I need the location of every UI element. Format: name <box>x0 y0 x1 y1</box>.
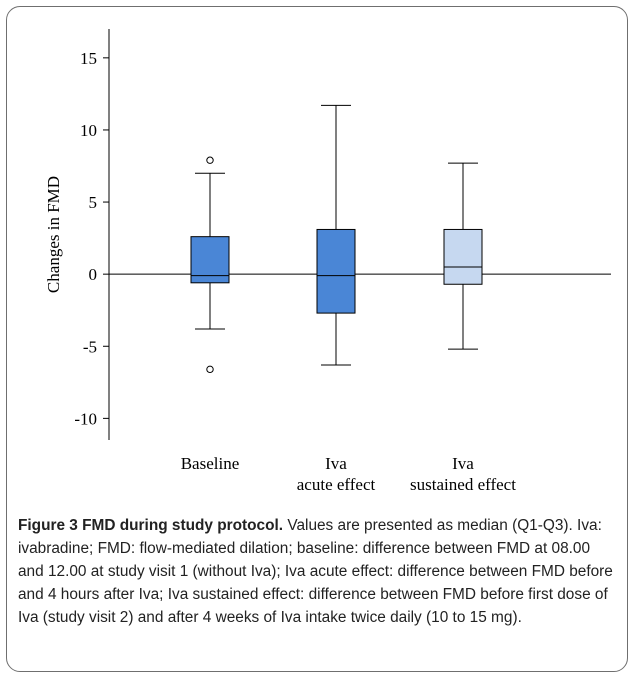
figure-caption: Figure 3 FMD during study protocol. Valu… <box>18 514 618 629</box>
caption-title: Figure 3 FMD during study protocol. <box>18 517 284 534</box>
y-tick-label: 5 <box>89 193 98 212</box>
iqr-box <box>443 228 483 285</box>
figure-frame <box>6 6 628 672</box>
axes <box>103 29 611 440</box>
boxes <box>190 104 483 374</box>
outlier-point <box>206 365 214 374</box>
x-category-label: Iva <box>452 454 474 473</box>
iqr-box <box>316 228 356 314</box>
x-category-label: Iva <box>325 454 347 473</box>
y-tick-label: 10 <box>80 121 97 140</box>
outlier-point <box>206 156 214 164</box>
x-category-label: acute effect <box>297 475 376 494</box>
x-category-label: sustained effect <box>410 475 516 494</box>
y-tick-label: -10 <box>74 409 97 428</box>
caption-body: Values are presented as median (Q1-Q3). … <box>18 517 613 626</box>
labels: 15 10 5 0 -5 -10 Changes in FMD Baseline Iva acut… <box>44 49 516 494</box>
x-category-label: Baseline <box>181 454 240 473</box>
box-plot: 15 10 5 0 -5 -10 Changes in FMD Baseline Iva acut… <box>44 29 611 494</box>
y-tick-label: 15 <box>80 49 97 68</box>
y-axis-label: Changes in FMD <box>44 176 63 293</box>
y-tick-label: -5 <box>83 337 97 356</box>
y-tick-label: 0 <box>89 265 98 284</box>
